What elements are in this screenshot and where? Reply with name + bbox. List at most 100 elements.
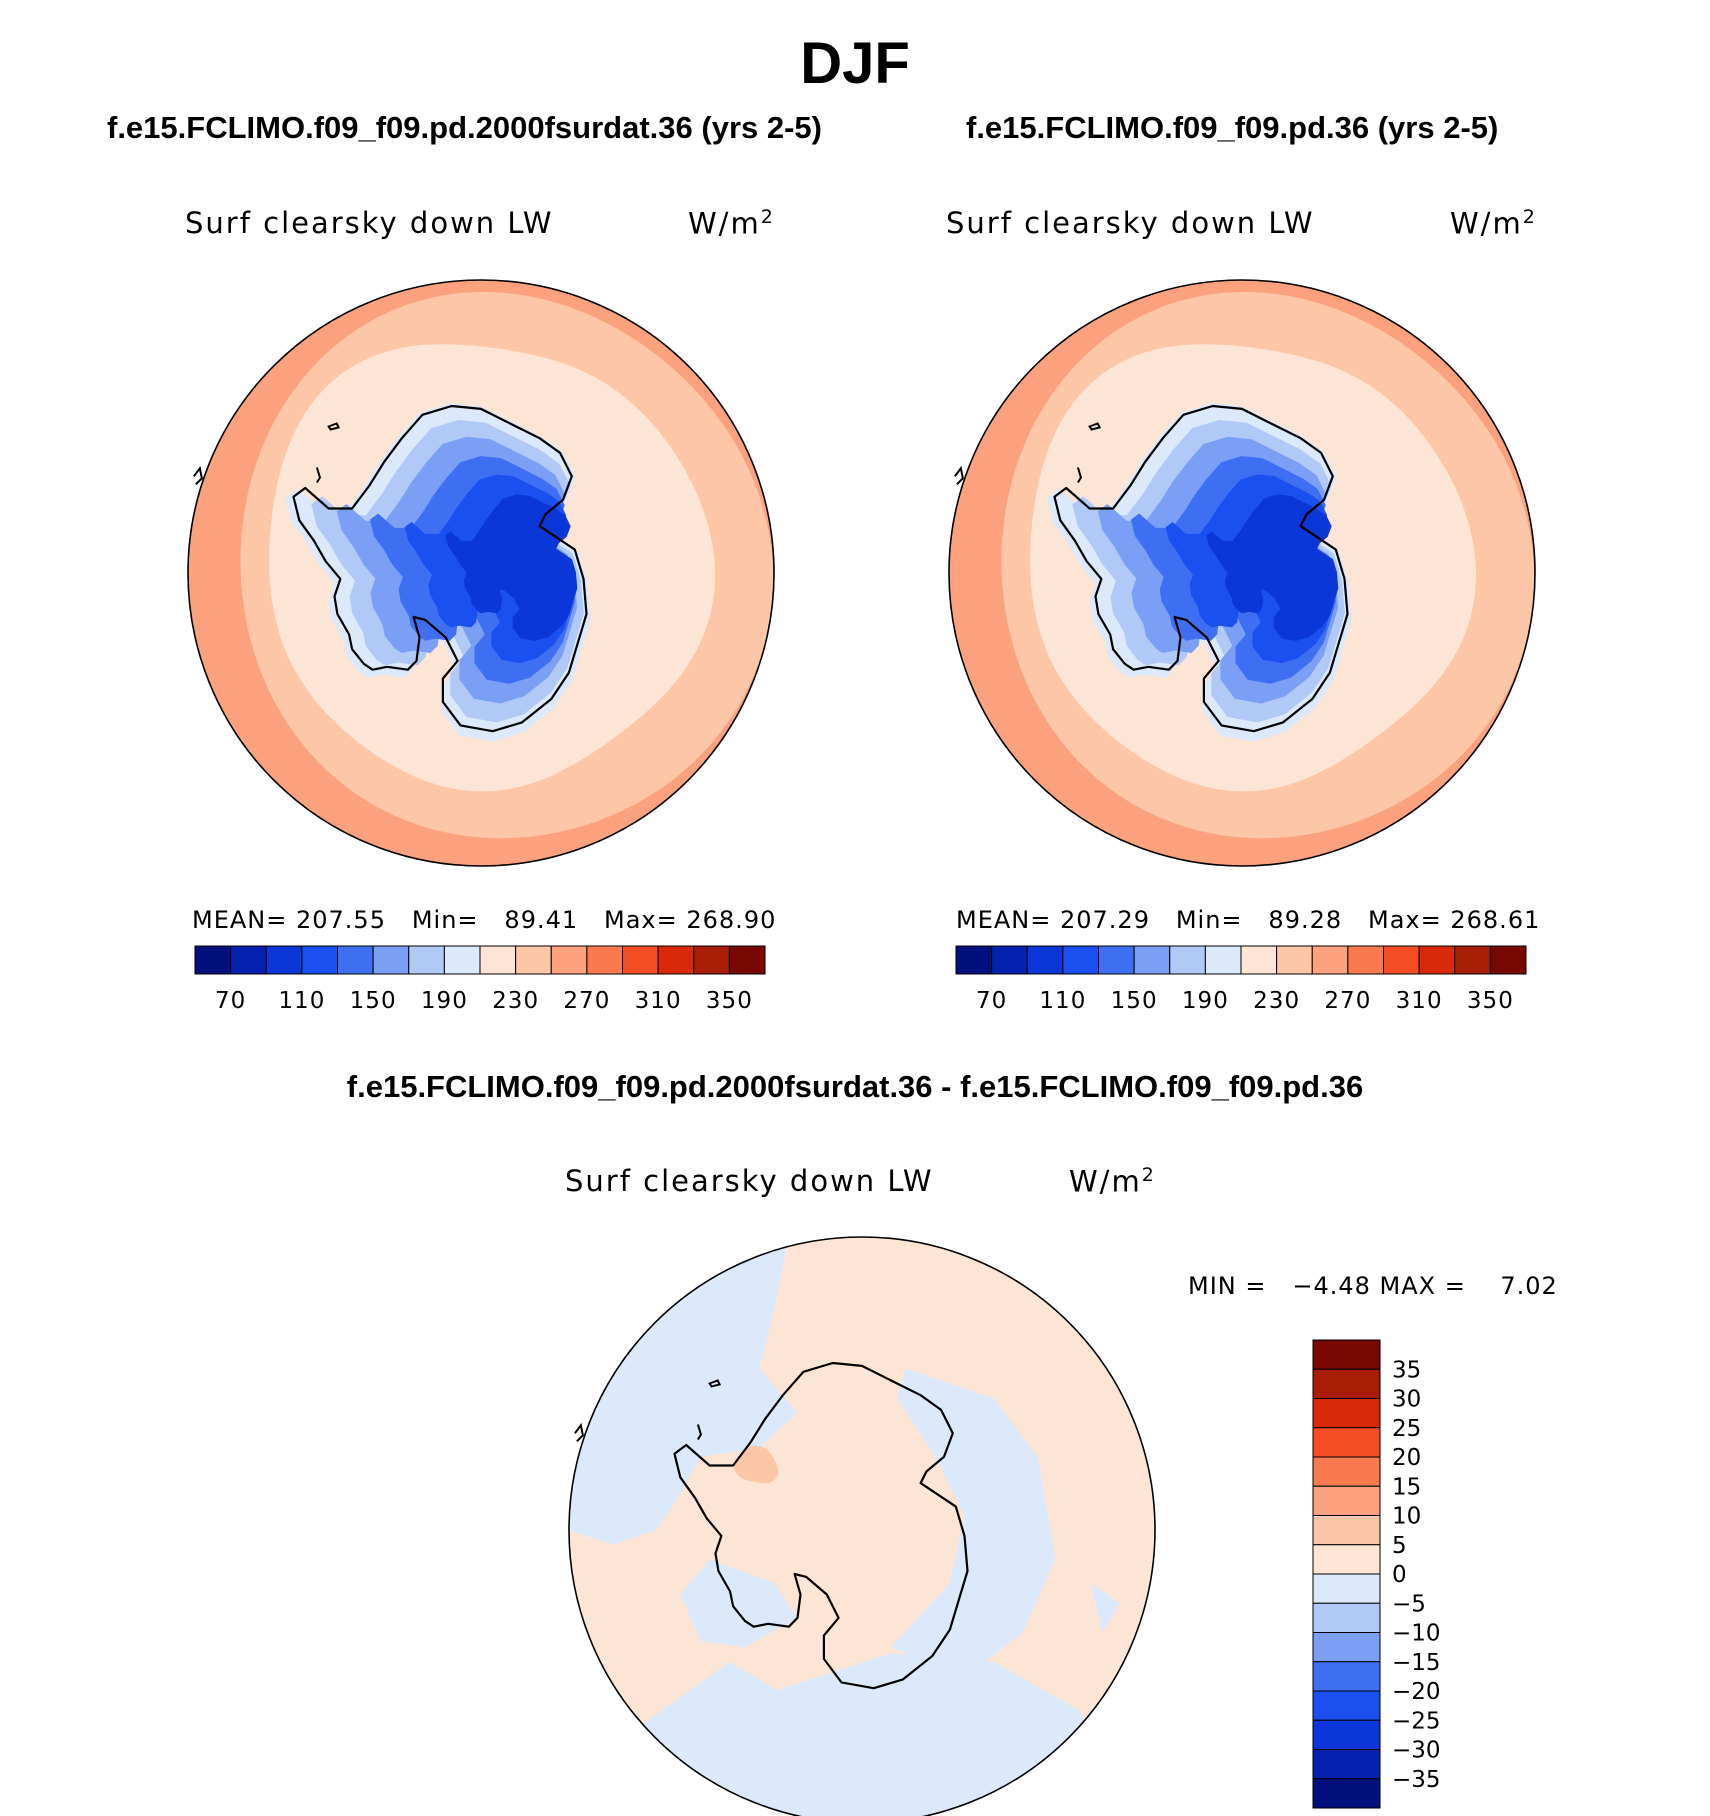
colorbar-tick-label: 10 — [1392, 1504, 1421, 1530]
colorbar-tick-label: 25 — [1392, 1416, 1421, 1442]
colorbar-tick-label: 150 — [1111, 988, 1158, 1014]
colorbar-box — [1312, 1573, 1381, 1604]
colorbar-box — [1312, 1339, 1381, 1370]
colorbar-box — [586, 945, 623, 975]
colorbar-box — [728, 945, 766, 975]
island-2 — [1088, 422, 1102, 431]
colorbar-box — [1169, 945, 1206, 975]
island-south-shetland-3 — [696, 1424, 703, 1441]
colorbar-tick-label: 30 — [1392, 1387, 1421, 1413]
colorbar-box — [194, 945, 232, 975]
colorbar-tick-label: 230 — [492, 988, 539, 1014]
colorbar-box — [301, 945, 338, 975]
difference-case-title: f.e15.FCLIMO.f09_f09.pd.2000fsurdat.36 -… — [346, 1069, 1364, 1104]
panel1-stats: MEAN= 207.55 Min= 89.41 Max= 268.90 — [192, 906, 777, 934]
panel2-variable-label: Surf clearsky down LW — [946, 206, 1315, 240]
diff-band-5-10 — [733, 1445, 779, 1484]
colorbar-tick-label: 70 — [976, 988, 1007, 1014]
colorbar-box — [1418, 945, 1456, 975]
colorbar-box — [1098, 945, 1135, 975]
colorbar-tick-label: 270 — [563, 988, 610, 1014]
colorbar-box — [693, 945, 730, 975]
colorbar-box — [622, 945, 659, 975]
colorbar-tick-label: −5 — [1392, 1591, 1426, 1617]
island-south-shetland-2 — [1076, 467, 1083, 484]
colorbar-box — [955, 945, 993, 975]
difference-variable-label: Surf clearsky down LW — [565, 1164, 934, 1198]
colorbar-box — [1312, 1544, 1381, 1575]
colorbar-box — [1133, 945, 1171, 975]
colorbar-box — [479, 945, 517, 975]
colorbar-tick-label: 15 — [1392, 1474, 1421, 1500]
panel2-map — [948, 279, 1536, 867]
colorbar-tick-label: 190 — [421, 988, 468, 1014]
colorbar-tick-label: 110 — [1039, 988, 1086, 1014]
panel2-units-label: W/m2 — [1450, 206, 1537, 241]
colorbar-tick-label: 310 — [635, 988, 682, 1014]
colorbar-tick-label: 150 — [350, 988, 397, 1014]
map-border-2 — [948, 279, 1536, 867]
colorbar-tick-label: 230 — [1253, 988, 1300, 1014]
colorbar-box — [1062, 945, 1099, 975]
colorbar-box — [1276, 945, 1313, 975]
colorbar-box — [1312, 1719, 1381, 1750]
map-border-1 — [187, 279, 775, 867]
panel1-case-title: f.e15.FCLIMO.f09_f09.pd.2000fsurdat.36 (… — [107, 110, 822, 145]
colorbar-tick-label: −25 — [1392, 1708, 1441, 1734]
colorbar-box — [230, 945, 267, 975]
colorbar-box — [1454, 945, 1491, 975]
colorbar-tick-label: 0 — [1392, 1562, 1407, 1588]
colorbar-tick-label: −30 — [1392, 1738, 1441, 1764]
colorbar-box — [265, 945, 303, 975]
colorbar-box — [515, 945, 552, 975]
diff-band-negative-2 — [692, 1653, 1097, 1816]
panel1-map — [187, 279, 775, 867]
colorbar-tick-label: −15 — [1392, 1650, 1441, 1676]
colorbar-box — [1312, 1427, 1381, 1458]
difference-colorbar: 35 30 25 20 15 10 5 0 −5 −10 −15 −20 −25 −30 −35 — [1312, 1339, 1441, 1809]
colorbar-box — [1383, 945, 1420, 975]
colorbar-box — [443, 945, 481, 975]
colorbar-box — [1312, 1690, 1381, 1721]
colorbar-box — [1026, 945, 1064, 975]
colorbar-box — [1312, 1661, 1381, 1692]
colorbar-box — [337, 945, 374, 975]
colorbar-box — [1312, 1485, 1381, 1516]
coastline-antarctica-1 — [292, 404, 588, 733]
panel1-colorbar: 70 110 150 190 230 270 310 350 — [194, 945, 766, 1014]
coastline-antarctica-3 — [673, 1361, 969, 1690]
colorbar-box — [1311, 945, 1349, 975]
colorbar-tick-label: 310 — [1396, 988, 1443, 1014]
colorbar-box — [1312, 1602, 1381, 1633]
season-title: DJF — [800, 31, 910, 96]
colorbar-tick-label: 20 — [1392, 1445, 1421, 1471]
coastline-south-america-3 — [574, 1422, 584, 1443]
colorbar-tick-label: 190 — [1182, 988, 1229, 1014]
panel2-case-title: f.e15.FCLIMO.f09_f09.pd.36 (yrs 2-5) — [966, 110, 1499, 145]
colorbar-tick-label: 350 — [1467, 988, 1514, 1014]
difference-map — [568, 1236, 1156, 1816]
coastline-antarctica-2 — [1053, 404, 1349, 733]
diff-map-fill — [569, 1237, 1155, 1816]
map-fill-1 — [188, 280, 774, 866]
colorbar-box — [1347, 945, 1384, 975]
coastline-south-america-1 — [193, 465, 203, 486]
panel1-units-label: W/m2 — [688, 206, 775, 241]
colorbar-tick-label: 70 — [215, 988, 246, 1014]
map-fill-2 — [949, 280, 1535, 866]
band-ice-5 — [445, 494, 578, 641]
colorbar-tick-label: 110 — [278, 988, 325, 1014]
diff-band-negative-3 — [891, 1368, 1056, 1677]
colorbar-box — [1312, 1778, 1381, 1809]
colorbar-tick-label: −35 — [1392, 1767, 1441, 1793]
colorbar-tick-label: 5 — [1392, 1533, 1407, 1559]
colorbar-box — [1312, 1632, 1381, 1663]
diff-band-negative-1 — [680, 1559, 798, 1648]
colorbar-box — [1204, 945, 1242, 975]
colorbar-box — [1312, 1749, 1381, 1780]
diff-band-negative-5 — [1090, 1582, 1120, 1633]
colorbar-box — [550, 945, 588, 975]
colorbar-box — [1312, 1398, 1381, 1429]
colorbar-tick-label: 270 — [1324, 988, 1371, 1014]
